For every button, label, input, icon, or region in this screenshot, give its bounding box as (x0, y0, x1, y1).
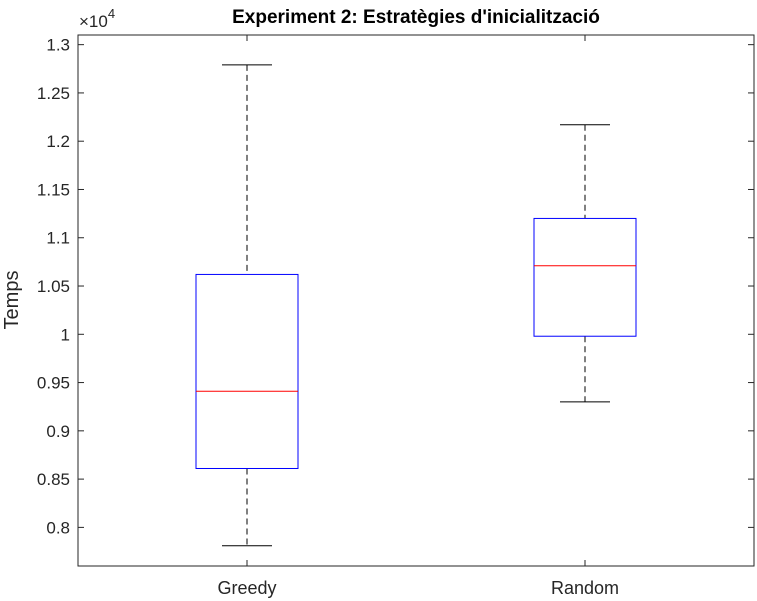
y-tick-label: 0.8 (46, 518, 70, 537)
y-axis-exponent: ×104 (79, 6, 115, 31)
y-axis-exponent-base: ×10 (79, 12, 108, 31)
y-tick-label: 1.25 (37, 84, 70, 103)
y-tick-label: 1 (61, 325, 70, 344)
y-tick-label: 1.05 (37, 277, 70, 296)
y-tick-label: 1.2 (46, 132, 70, 151)
boxes-layer (195, 64, 637, 547)
x-tick-label: Greedy (217, 578, 276, 598)
y-tick-label: 1.3 (46, 36, 70, 55)
x-tick-label: Random (551, 578, 619, 598)
y-tick-label: 0.85 (37, 470, 70, 489)
box-greedy (195, 64, 299, 547)
chart-title: Experiment 2: Estratègies d'inicialitzac… (232, 7, 600, 28)
iqr-box (533, 217, 637, 337)
y-tick-label: 1.15 (37, 180, 70, 199)
x-axis-ticks: Greedy Random (217, 35, 619, 598)
y-tick-label: 0.9 (46, 422, 70, 441)
box-random (533, 124, 637, 403)
iqr-box (195, 273, 299, 469)
y-tick-label: 0.95 (37, 374, 70, 393)
y-axis-exponent-power: 4 (108, 6, 115, 21)
y-tick-label: 1.1 (46, 229, 70, 248)
y-axis-label: Temps (1, 271, 23, 330)
y-axis-ticks: 0.8 0.85 0.9 0.95 1 1.05 1.1 1.15 1.2 1.25 1.3 (37, 36, 754, 537)
plot-area (77, 34, 755, 567)
